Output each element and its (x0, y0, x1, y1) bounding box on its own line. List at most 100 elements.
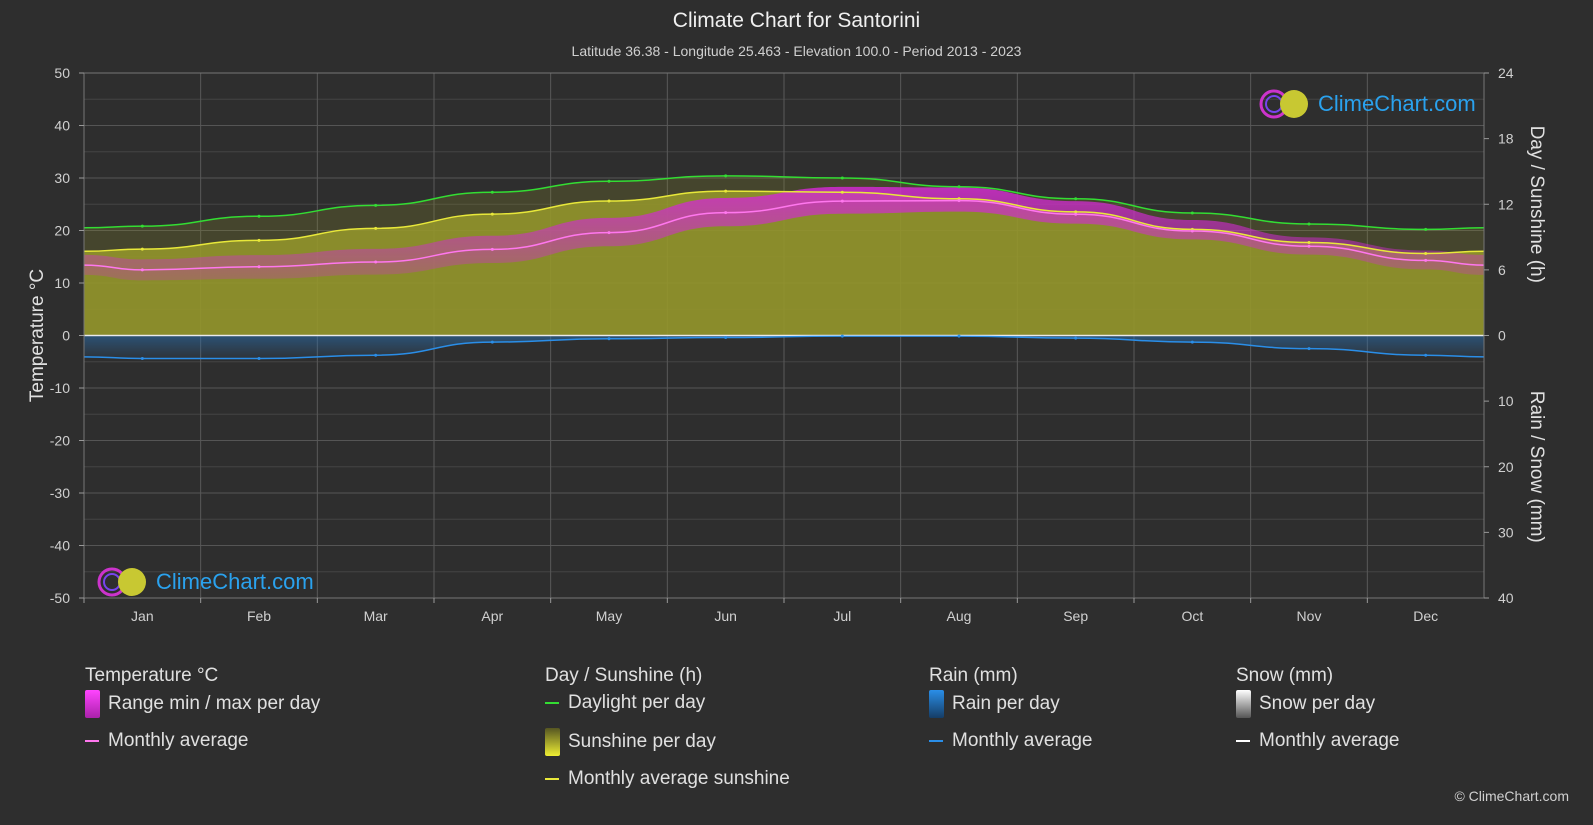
legend-item-rain: Rain per day (929, 690, 1060, 718)
climechart-logo-icon (1259, 89, 1308, 119)
legend-swatch (929, 690, 944, 718)
copyright: © ClimeChart.com (1454, 788, 1569, 804)
x-tick-label: Mar (364, 608, 388, 624)
legend-heading-sunshine: Day / Sunshine (h) (545, 665, 703, 686)
rain-point (374, 353, 378, 357)
chart-title: Climate Chart for Santorini (672, 9, 921, 32)
y3-axis-label: Rain / Snow (mm) (1526, 391, 1547, 543)
rain-point (257, 356, 261, 360)
temperature-point (1424, 258, 1428, 262)
legend-label: Snow per day (1259, 693, 1376, 714)
legend-label: Monthly average sunshine (568, 768, 790, 789)
daylight-point (257, 214, 261, 218)
y2-tick-label: 18 (1498, 131, 1514, 147)
y3-tick-label: 30 (1498, 524, 1514, 540)
y-tick-label: 0 (62, 328, 70, 344)
sunshine-average-line (83, 190, 1485, 255)
daylight-point (1424, 227, 1428, 231)
rain-point (1307, 347, 1311, 351)
sunshine-point (724, 189, 728, 193)
legend-swatch (1236, 690, 1251, 718)
logo-text: ClimeChart.com (1318, 91, 1476, 116)
legend-label: Sunshine per day (568, 731, 716, 752)
y-tick-label: 30 (54, 170, 70, 186)
rain-point (607, 337, 611, 341)
daylight-point (724, 174, 728, 178)
legend-swatch (545, 778, 559, 780)
rain-point (140, 356, 144, 360)
temperature-point (1074, 212, 1078, 216)
y-tick-label: -20 (50, 433, 70, 449)
y-tick-label: -10 (50, 380, 70, 396)
rain-point (1074, 336, 1078, 340)
temperature-point (1190, 229, 1194, 233)
daylight-point (840, 176, 844, 180)
legend-item-temp-avg: Monthly average (85, 730, 248, 752)
sunshine-point (257, 238, 261, 242)
y2-tick-label: 24 (1498, 65, 1514, 81)
sunshine-point (1307, 241, 1311, 245)
legend-label: Range min / max per day (108, 693, 321, 714)
sunshine-point (374, 226, 378, 230)
legend-swatch (929, 740, 943, 742)
rain-point (1190, 340, 1194, 344)
legend-heading-temperature: Temperature °C (85, 665, 219, 686)
daylight-point (1307, 222, 1311, 226)
sunshine-point (140, 247, 144, 251)
temperature-average-line (83, 199, 1485, 271)
legend-swatch (85, 690, 100, 718)
y2-tick-label: 0 (1498, 328, 1506, 344)
rain-point (1424, 353, 1428, 357)
rain-point (957, 334, 961, 338)
y-tick-label: 40 (54, 118, 70, 134)
temperature-point (607, 231, 611, 235)
rain-average-line (83, 335, 1485, 360)
y-tick-label: 10 (54, 275, 70, 291)
daylight-line (83, 175, 1485, 231)
x-tick-label: Sep (1063, 608, 1088, 624)
legend-heading-rain: Rain (mm) (929, 665, 1018, 686)
y-tick-label: -50 (50, 590, 70, 606)
climechart-logo-icon (97, 567, 146, 597)
y-tick-label: -40 (50, 538, 70, 554)
temperature-point (140, 268, 144, 272)
temperature-point (724, 211, 728, 215)
y2-tick-label: 6 (1498, 262, 1506, 278)
legend-item-daylight: Daylight per day (545, 692, 705, 714)
legend-item-sunshine: Sunshine per day (545, 728, 716, 756)
x-tick-label: May (596, 608, 622, 624)
legend-heading-snow: Snow (mm) (1236, 665, 1334, 686)
legend-item-sunshine-avg: Monthly average sunshine (545, 768, 790, 790)
legend-item-snow-avg: Monthly average (1236, 730, 1399, 752)
legend-swatch (545, 728, 560, 756)
x-tick-label: Feb (247, 608, 271, 624)
rain-point (490, 340, 494, 344)
temperature-point (490, 247, 494, 251)
daylight-point (140, 224, 144, 228)
temperature-point (957, 199, 961, 203)
climate-chart: 50 40 30 20 10 0 -10 -20 -30 -40 -50 24 18 12 6 0 10 20 30… (27, 65, 1547, 624)
y-tick-label: 20 (54, 223, 70, 239)
x-tick-label: Jul (833, 608, 851, 624)
temperature-point (257, 265, 261, 269)
logo-top-right: ClimeChart.com (1258, 88, 1476, 120)
temperature-point (374, 260, 378, 264)
legend-item-rain-avg: Monthly average (929, 730, 1092, 752)
sunshine-point (490, 212, 494, 216)
daylight-point (490, 190, 494, 194)
legend-swatch (85, 740, 99, 742)
y3-tick-label: 40 (1498, 590, 1514, 606)
x-tick-label: Jun (714, 608, 737, 624)
y2-axis-label: Day / Sunshine (h) (1526, 126, 1547, 283)
y3-tick-label: 20 (1498, 459, 1514, 475)
y-axis-label: Temperature °C (27, 269, 48, 402)
legend-label: Monthly average (108, 730, 249, 751)
rain-area (84, 335, 1484, 359)
daylight-point (374, 203, 378, 207)
legend-swatch (545, 702, 559, 704)
logo-text: ClimeChart.com (156, 569, 314, 594)
rain-point (840, 334, 844, 338)
legend-label: Daylight per day (568, 692, 706, 713)
sunshine-point (1424, 251, 1428, 255)
sunshine-point (840, 190, 844, 194)
